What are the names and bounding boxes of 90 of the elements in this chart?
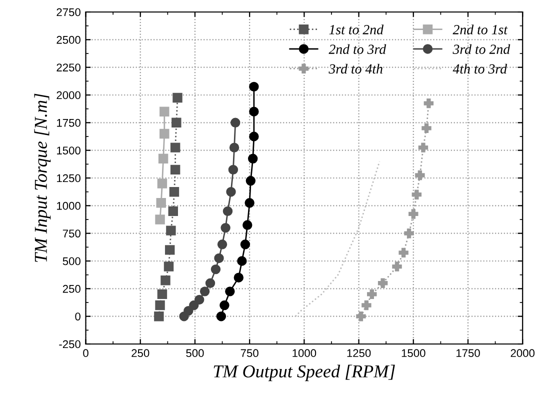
y-tick-label: 2000	[56, 91, 80, 100]
point	[170, 164, 180, 175]
point	[418, 142, 428, 152]
point	[378, 278, 388, 288]
point	[234, 272, 244, 282]
point	[169, 186, 180, 197]
point	[170, 142, 180, 152]
point	[412, 190, 422, 200]
y-tick-label: 500	[62, 257, 80, 266]
point	[160, 276, 170, 286]
y-tick-label: 1750	[57, 118, 80, 127]
legend-label: 2nd to 1st	[452, 24, 508, 34]
point	[362, 300, 372, 310]
x-axis-title: TM Output Speed [RPM]	[214, 364, 395, 382]
point	[367, 289, 377, 300]
y-tick-label: 1500	[57, 146, 80, 154]
y-tick-label: 2250	[56, 64, 80, 72]
point	[158, 154, 168, 164]
legend-label: 3rd to 4th	[328, 64, 382, 74]
point	[172, 92, 182, 103]
legend-label: 4th to 3rd	[452, 64, 508, 74]
point	[249, 82, 259, 92]
point	[246, 176, 256, 186]
point	[160, 128, 170, 139]
x-tick-label: 750	[240, 349, 258, 358]
y-tick-label: 250	[62, 284, 80, 293]
point	[398, 248, 408, 258]
y-tick-label: -250	[59, 340, 80, 348]
point	[217, 240, 228, 250]
x-tick-label: 1750	[456, 349, 480, 358]
y-axis-title: TM Input Torque [N.m]	[34, 94, 51, 262]
y-tick-label: 750	[62, 230, 80, 238]
legend-label: 2nd to 3rd	[328, 44, 386, 54]
point	[230, 118, 240, 128]
point	[200, 286, 210, 296]
point	[160, 106, 170, 116]
point	[164, 245, 175, 255]
point	[404, 228, 414, 238]
point	[240, 240, 250, 250]
point	[216, 311, 226, 322]
point	[244, 198, 254, 208]
y-tick-label: 0	[75, 312, 80, 320]
point	[157, 289, 168, 300]
y-tick-label: 1000	[57, 202, 80, 210]
point	[172, 118, 182, 128]
x-tick-label: 250	[132, 349, 150, 358]
point	[248, 154, 258, 164]
point	[242, 220, 252, 230]
point	[157, 178, 168, 188]
point	[226, 186, 236, 197]
point	[210, 264, 221, 274]
point	[205, 278, 216, 288]
point	[194, 294, 204, 305]
line-series	[294, 160, 380, 318]
point	[189, 300, 199, 310]
x-tick-label: 2000	[510, 349, 535, 358]
point	[249, 106, 259, 116]
legend-label: 1st to 2nd	[329, 24, 384, 34]
point	[164, 262, 174, 272]
point	[222, 206, 233, 216]
point	[424, 98, 434, 108]
point	[184, 306, 194, 316]
point	[356, 311, 366, 322]
point	[225, 286, 235, 296]
point	[166, 226, 176, 236]
x-tick-label: 1000	[292, 349, 316, 358]
point	[228, 164, 238, 175]
point	[155, 214, 165, 224]
point	[220, 222, 230, 233]
point	[154, 311, 164, 322]
point	[155, 300, 165, 310]
point	[408, 209, 418, 219]
legend-label: 3rd to 2nd	[452, 44, 510, 54]
point	[220, 300, 230, 310]
point	[392, 262, 402, 272]
point	[156, 198, 166, 208]
point	[415, 170, 425, 180]
point	[249, 132, 259, 142]
x-tick-label: 1250	[347, 349, 371, 358]
y-tick-label: 2750	[56, 8, 80, 16]
x-tick-label: 1500	[402, 349, 426, 358]
point	[237, 256, 247, 266]
point	[422, 123, 432, 134]
point	[229, 142, 240, 152]
y-tick-label: 2500	[56, 36, 80, 44]
point	[168, 206, 178, 216]
x-tick-label: 500	[186, 349, 204, 358]
x-tick-label: 0	[83, 349, 88, 358]
y-tick-label: 1250	[57, 174, 80, 182]
point	[214, 253, 224, 264]
